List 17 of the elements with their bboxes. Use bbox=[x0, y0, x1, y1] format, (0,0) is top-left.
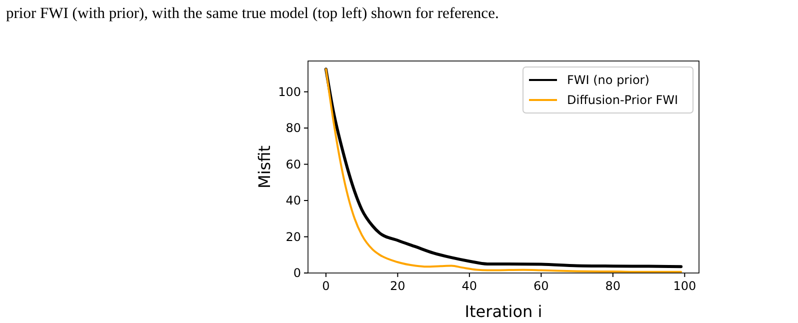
x-tick-label: 40 bbox=[462, 279, 478, 293]
y-axis-title: Misfit bbox=[255, 146, 274, 188]
y-tick-label: 0 bbox=[293, 266, 301, 280]
x-tick-label: 60 bbox=[534, 279, 549, 293]
y-tick-label: 100 bbox=[278, 84, 301, 99]
y-tick-label: 80 bbox=[286, 121, 301, 136]
legend-label: Diffusion-Prior FWI bbox=[567, 93, 678, 107]
text: prior FWI (with prior), with the same true model (top left) shown for reference. bbox=[6, 5, 499, 22]
x-tick-label: 20 bbox=[390, 279, 406, 293]
y-tick-label: 40 bbox=[286, 194, 301, 208]
legend-label: FWI (no prior) bbox=[567, 73, 650, 87]
x-tick-label: 0 bbox=[322, 279, 330, 293]
y-tick-label: 20 bbox=[286, 230, 301, 244]
x-tick-label: 100 bbox=[673, 279, 696, 293]
x-axis-title: Iteration i bbox=[464, 302, 542, 321]
x-tick-label: 80 bbox=[605, 279, 621, 293]
y-tick-label: 60 bbox=[286, 157, 301, 172]
